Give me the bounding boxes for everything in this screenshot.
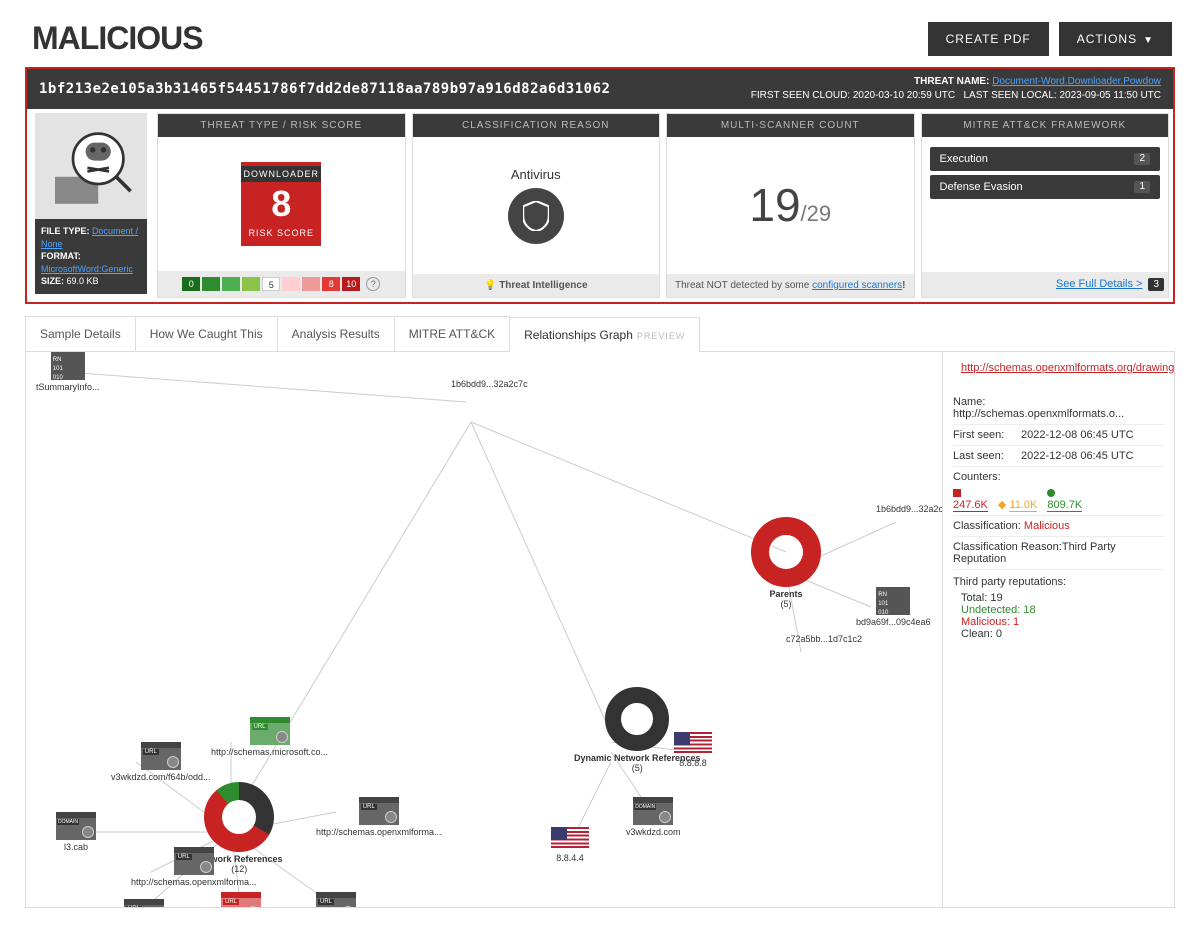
threat-name-link[interactable]: Document-Word.Downloader.Powdow bbox=[992, 76, 1161, 87]
rep-undetected: Undetected: 18 bbox=[961, 604, 1164, 616]
graph-node-dom2[interactable]: DOMAINl3.cab bbox=[56, 812, 96, 852]
graph-node-p1[interactable]: 1b6bdd9...32a2c7c bbox=[876, 502, 942, 514]
graph-node-dom1[interactable]: DOMAINv3wkdzd.com bbox=[626, 797, 681, 837]
mitre-tactic-row[interactable]: Defense Evasion1 bbox=[930, 175, 1161, 199]
graph-node-flag1[interactable]: 8.8.8.8 bbox=[674, 732, 712, 768]
file-type-label: FILE TYPE: bbox=[41, 226, 90, 236]
tab-how-we-caught[interactable]: How We Caught This bbox=[135, 316, 278, 351]
format-label: FORMAT: bbox=[41, 251, 81, 261]
mitre-tactic-row[interactable]: Execution2 bbox=[930, 147, 1161, 171]
node-url-link[interactable]: http://schemas.openxmlformats.org/drawin… bbox=[961, 362, 1174, 374]
size-value: 69.0 KB bbox=[67, 276, 99, 286]
see-full-details-link[interactable]: See Full Details > bbox=[1056, 278, 1143, 290]
graph-node-url6[interactable]: URLhttp://schemas.openxmlforma... bbox=[316, 797, 442, 837]
risk-card: THREAT TYPE / RISK SCORE DOWNLOADER 8 RI… bbox=[157, 113, 406, 298]
graph-node-flag2[interactable]: 8.8.4.4 bbox=[551, 827, 589, 863]
page-title: MALICIOUS bbox=[32, 20, 203, 57]
rep-clean: Clean: 0 bbox=[961, 628, 1164, 640]
node-details-panel: http://schemas.openxmlformats.org/drawin… bbox=[942, 352, 1174, 907]
counter-green[interactable]: 809.7K bbox=[1047, 499, 1082, 512]
chevron-down-icon: ▼ bbox=[1143, 35, 1154, 46]
graph-node-url1[interactable]: URLhttp://schemas.microsoft.co... bbox=[211, 717, 328, 757]
tab-analysis-results[interactable]: Analysis Results bbox=[277, 316, 395, 351]
graph-node-url5[interactable]: URL bbox=[316, 892, 356, 907]
malware-avatar-icon bbox=[35, 113, 147, 219]
mitre-total-badge: 3 bbox=[1148, 278, 1164, 291]
counter-orange[interactable]: 11.0K bbox=[1009, 499, 1037, 512]
multiscan-count: 19/29 bbox=[749, 178, 831, 232]
counter-red[interactable]: 247.6K bbox=[953, 499, 988, 512]
mitre-card: MITRE ATT&CK FRAMEWORK Execution2 Defens… bbox=[921, 113, 1170, 298]
shield-icon bbox=[508, 188, 564, 244]
node-last-seen: 2022-12-08 06:45 UTC bbox=[1021, 450, 1134, 462]
last-seen-local: LAST SEEN LOCAL: 2023-09-05 11:50 UTC bbox=[963, 90, 1161, 101]
graph-node-url4[interactable]: URL bbox=[221, 892, 261, 907]
lightbulb-icon: 💡 bbox=[484, 280, 496, 291]
relationship-graph[interactable]: RN101010tSummaryInfo... 1b6bdd9...32a2c7c… bbox=[26, 352, 942, 907]
rep-malicious: Malicious: 1 bbox=[961, 616, 1164, 628]
risk-scale: 0 5 8 10 ? bbox=[162, 277, 401, 291]
graph-node-p2[interactable]: RN101010bd9a69f...09c4ea6 bbox=[856, 587, 931, 627]
help-icon[interactable]: ? bbox=[366, 277, 380, 291]
classification-value: Antivirus bbox=[511, 167, 561, 182]
tab-sample-details[interactable]: Sample Details bbox=[25, 316, 136, 351]
tab-mitre[interactable]: MITRE ATT&CK bbox=[394, 316, 510, 351]
file-card: FILE TYPE: Document / None FORMAT: Micro… bbox=[31, 113, 151, 298]
threat-name-label: THREAT NAME: bbox=[914, 76, 989, 87]
format-link[interactable]: MicrosoftWord:Generic bbox=[41, 264, 133, 274]
risk-header: THREAT TYPE / RISK SCORE bbox=[158, 114, 405, 137]
node-classification: Malicious bbox=[1024, 520, 1070, 532]
risk-badge: DOWNLOADER 8 RISK SCORE bbox=[241, 162, 321, 245]
create-pdf-button[interactable]: CREATE PDF bbox=[928, 22, 1049, 56]
graph-node-p3[interactable]: c72a5bb...1d7c1c2 bbox=[786, 632, 862, 644]
actions-button[interactable]: ACTIONS▼ bbox=[1059, 22, 1172, 56]
tab-bar: Sample Details How We Caught This Analys… bbox=[25, 316, 1175, 352]
graph-node-url2[interactable]: URLv3wkdzd.com/f64b/odd... bbox=[111, 742, 211, 782]
tab-relationships-graph[interactable]: Relationships GraphPREVIEW bbox=[509, 317, 700, 352]
node-name: http://schemas.openxmlformats.o... bbox=[953, 408, 1124, 420]
configured-scanners-link[interactable]: configured scanners bbox=[812, 280, 902, 291]
multiscan-card: MULTI-SCANNER COUNT 19/29 Threat NOT det… bbox=[666, 113, 915, 298]
sample-hash: 1bf213e2e105a3b31465f54451786f7dd2de8711… bbox=[39, 81, 610, 97]
graph-node-bin_tl[interactable]: RN101010tSummaryInfo... bbox=[36, 352, 100, 392]
graph-node-url7[interactable]: URL bbox=[124, 899, 164, 907]
rep-total: Total: 19 bbox=[961, 592, 1164, 604]
graph-node-doc_top[interactable]: 1b6bdd9...32a2c7c bbox=[451, 377, 528, 389]
summary-panel: 1bf213e2e105a3b31465f54451786f7dd2de8711… bbox=[25, 67, 1175, 304]
node-first-seen: 2022-12-08 06:45 UTC bbox=[1021, 429, 1134, 441]
size-label: SIZE: bbox=[41, 276, 64, 286]
classification-card: CLASSIFICATION REASON Antivirus 💡 Threat… bbox=[412, 113, 661, 298]
graph-node-url3[interactable]: URLhttp://schemas.openxmlforma... bbox=[131, 847, 257, 887]
reputation-header: Third party reputations: bbox=[953, 570, 1164, 588]
graph-node-parents[interactable]: Parents(5) bbox=[751, 517, 821, 609]
first-seen-cloud: FIRST SEEN CLOUD: 2020-03-10 20:59 UTC bbox=[751, 90, 955, 101]
